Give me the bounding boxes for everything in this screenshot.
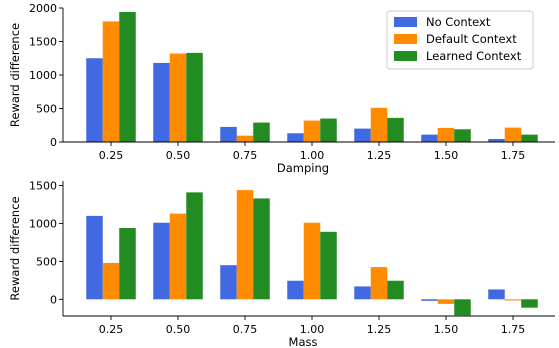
y-tick-label: 1500 (29, 36, 57, 49)
legend-swatch (394, 17, 417, 27)
bar-no-context-0.25 (86, 58, 103, 142)
bar-learned-context-0.25 (119, 228, 136, 300)
bar-default-context-1.75 (504, 299, 522, 301)
bar-learned-context-0.25 (119, 12, 136, 142)
bar-default-context-0.50 (169, 213, 187, 300)
bar-learned-context-1.00 (320, 231, 337, 300)
legend-label: No Context (426, 15, 491, 29)
x-tick-label: 1.00 (300, 323, 325, 336)
x-axis-label: Mass (289, 335, 318, 348)
bar-no-context-0.50 (153, 62, 170, 142)
bar-no-context-1.25 (354, 128, 371, 142)
y-tick-label: 1000 (29, 69, 57, 82)
bar-default-context-0.25 (102, 21, 120, 142)
bar-learned-context-1.50 (454, 129, 471, 142)
bar-default-context-0.50 (169, 53, 187, 143)
x-tick-label: 0.50 (166, 149, 191, 162)
bar-learned-context-1.25 (387, 117, 404, 142)
y-tick-label: 0 (50, 136, 57, 149)
x-tick-label: 0.25 (99, 149, 124, 162)
bar-no-context-1.50 (421, 134, 438, 142)
legend-swatch (394, 51, 417, 61)
bar-learned-context-0.50 (186, 52, 203, 142)
x-axis-label: Damping (277, 161, 329, 175)
x-tick-label: 0.75 (233, 323, 258, 336)
x-tick-label: 0.25 (99, 323, 124, 336)
bar-default-context-1.50 (437, 299, 455, 304)
x-tick-label: 1.25 (367, 323, 392, 336)
bar-learned-context-1.25 (387, 280, 404, 300)
legend-swatch (394, 34, 417, 44)
legend: No Context Default Context Learned Context (386, 10, 534, 70)
chart-damping: 0 500 1000 1500 2000 0.25 0.50 0.75 1.00 1.25 1.50… (8, 2, 555, 175)
y-tick-label: 0 (50, 293, 57, 306)
bar-default-context-1.25 (370, 107, 388, 142)
bar-default-context-1.00 (303, 222, 321, 300)
bar-learned-context-1.50 (454, 299, 471, 316)
bar-no-context-1.50 (421, 299, 438, 301)
bar-default-context-0.75 (236, 135, 254, 142)
legend-label: Learned Context (426, 49, 522, 63)
bar-no-context-0.75 (220, 126, 237, 142)
y-tick-label: 500 (36, 103, 57, 116)
bar-no-context-1.00 (287, 280, 304, 300)
x-tick-label: 0.50 (166, 323, 191, 336)
bar-no-context-0.25 (86, 215, 103, 300)
bar-default-context-1.25 (370, 267, 388, 300)
bar-no-context-1.75 (488, 138, 505, 142)
bar-default-context-1.50 (437, 127, 455, 142)
x-tick-label: 1.00 (300, 149, 325, 162)
x-tick-label: 1.50 (434, 323, 459, 336)
bar-no-context-1.25 (354, 286, 371, 300)
bar-no-context-0.50 (153, 222, 170, 300)
legend-frame (386, 10, 534, 70)
bar-default-context-1.75 (504, 127, 522, 142)
x-tick-label: 1.50 (434, 149, 459, 162)
bar-learned-context-1.75 (521, 299, 538, 308)
legend-label: Default Context (426, 32, 517, 46)
x-tick-label: 1.75 (501, 149, 526, 162)
bar-learned-context-1.00 (320, 118, 337, 142)
x-tick-label: 1.25 (367, 149, 392, 162)
y-axis-label: Reward difference (8, 196, 22, 300)
bar-learned-context-0.75 (253, 198, 270, 300)
x-tick-label: 1.75 (501, 323, 526, 336)
bar-learned-context-1.75 (521, 134, 538, 142)
bar-no-context-1.75 (488, 289, 505, 300)
bar-no-context-1.00 (287, 133, 304, 142)
y-tick-label: 500 (36, 255, 57, 268)
bar-no-context-0.75 (220, 265, 237, 300)
bar-default-context-1.00 (303, 120, 321, 142)
bar-default-context-0.25 (102, 262, 120, 300)
y-axis-label: Reward difference (8, 23, 22, 127)
chart-mass: 0 500 1000 1500 0.25 0.50 0.75 1.00 1.25 1.50 1.75… (8, 180, 555, 348)
bar-learned-context-0.75 (253, 122, 270, 142)
y-tick-label: 1500 (29, 180, 57, 193)
x-tick-label: 0.75 (233, 149, 258, 162)
bar-learned-context-0.50 (186, 192, 203, 300)
y-tick-label: 2000 (29, 2, 57, 15)
y-tick-label: 1000 (29, 217, 57, 230)
bar-default-context-0.75 (236, 190, 254, 300)
